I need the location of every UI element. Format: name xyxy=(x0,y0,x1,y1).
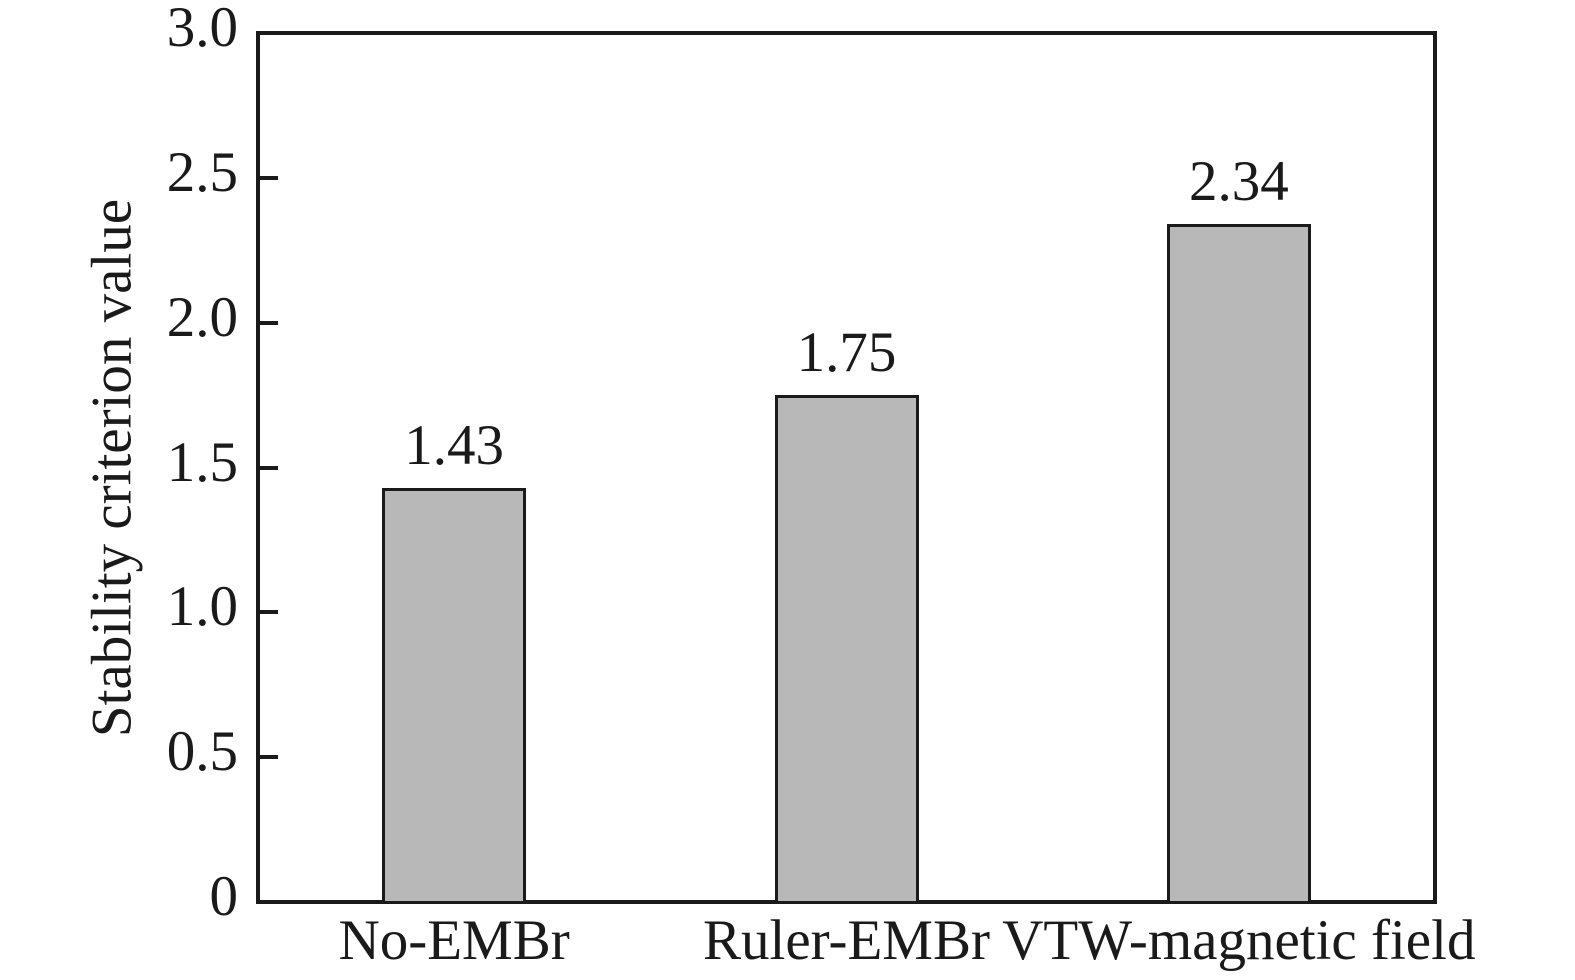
y-tick xyxy=(258,175,278,180)
x-category-label: VTW-magnetic field xyxy=(1002,909,1476,972)
y-tick-label: 3.0 xyxy=(166,0,238,59)
y-tick xyxy=(258,610,278,615)
bar xyxy=(774,395,919,904)
y-tick-label: 0.5 xyxy=(166,720,238,784)
y-tick-label: 1.5 xyxy=(166,430,238,494)
bar-value-label: 1.75 xyxy=(796,321,897,385)
y-tick xyxy=(258,465,278,470)
y-tick-label: 2.0 xyxy=(166,285,238,349)
bar xyxy=(382,487,527,904)
x-category-label: No-EMBr xyxy=(338,909,570,972)
bar-value-label: 2.34 xyxy=(1188,150,1289,214)
bar xyxy=(1166,224,1311,904)
bar-value-label: 1.43 xyxy=(404,413,505,477)
y-tick-label: 2.5 xyxy=(166,140,238,204)
x-category-label: Ruler-EMBr xyxy=(703,909,990,972)
y-tick-label: 1.0 xyxy=(166,575,238,639)
y-tick-label: 0 xyxy=(209,865,239,928)
y-tick xyxy=(258,755,278,760)
y-tick xyxy=(258,320,278,325)
